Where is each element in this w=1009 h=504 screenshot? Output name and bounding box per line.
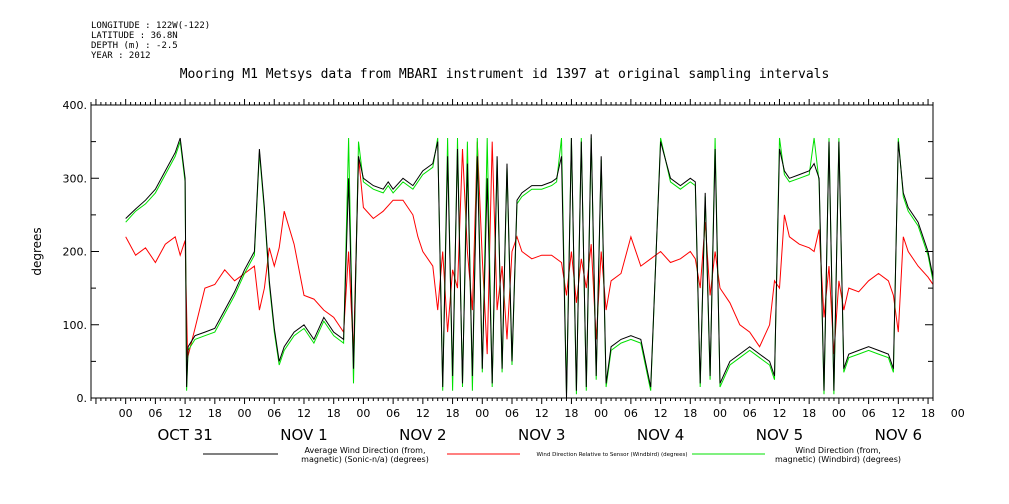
series-line-1 [125, 134, 933, 398]
x-tick-label: 18 [683, 407, 697, 420]
x-tick-label: 00 [475, 407, 489, 420]
x-tick-label: 06 [624, 407, 638, 420]
x-tick-label: 12 [772, 407, 786, 420]
x-tick-label: 00 [951, 407, 965, 420]
x-tick-label: 18 [921, 407, 935, 420]
x-tick-label: 06 [862, 407, 876, 420]
year-text: YEAR : 2012 [91, 51, 151, 61]
axis-layer: 0. 100. 200. 300. 400. degrees 00 06 12 18 00 06 12 1… [30, 99, 965, 444]
legend: Average Wind Direction (from,magnetic) (… [203, 446, 901, 464]
x-tick-label: 06 [743, 407, 757, 420]
depth-text: DEPTH (m) : -2.5 [91, 41, 178, 51]
x-day-label: NOV 1 [280, 426, 327, 444]
x-tick-label: 12 [891, 407, 905, 420]
x-tick-label: 00 [832, 407, 846, 420]
x-day-label: NOV 4 [637, 426, 684, 444]
x-tick-label: 06 [148, 407, 162, 420]
y-axis-label: degrees [30, 227, 44, 275]
x-tick-label: 18 [802, 407, 816, 420]
legend-label-3-line2: magnetic) (Windbird) (degrees) [775, 455, 901, 464]
x-tick-label: 00 [713, 407, 727, 420]
x-tick-label: 18 [446, 407, 460, 420]
x-tick-label: 12 [416, 407, 430, 420]
x-tick-label: 00 [119, 407, 133, 420]
x-day-label: OCT 31 [157, 426, 212, 444]
latitude-text: LATITUDE : 36.8N [91, 31, 178, 41]
x-tick-label: 00 [356, 407, 370, 420]
x-tick-label: 18 [564, 407, 578, 420]
series-line-3 [125, 137, 933, 395]
y-tick-label: 100. [63, 319, 88, 332]
x-tick-label: 12 [535, 407, 549, 420]
x-tick-label: 12 [654, 407, 668, 420]
legend-label-2: Wind Direction Relative to Sensor (Windb… [537, 452, 688, 458]
x-day-label: NOV 6 [875, 426, 922, 444]
x-day-label: NOV 3 [518, 426, 565, 444]
y-tick-label: 400. [63, 99, 88, 112]
x-tick-label: 00 [594, 407, 608, 420]
x-tick-label: 18 [208, 407, 222, 420]
legend-label-3: Wind Direction (from, [795, 446, 881, 455]
x-day-label: NOV 5 [756, 426, 803, 444]
x-day-label: NOV 2 [399, 426, 446, 444]
y-tick-label: 0. [77, 392, 88, 405]
x-tick-label: 18 [327, 407, 341, 420]
x-tick-label: 06 [386, 407, 400, 420]
x-tick-label: 06 [267, 407, 281, 420]
x-tick-label: 12 [178, 407, 192, 420]
metadata-block: LONGITUDE : 122W(-122) LATITUDE : 36.8N … [91, 21, 210, 61]
x-tick-label: 00 [238, 407, 252, 420]
y-tick-label: 200. [63, 246, 88, 259]
x-tick-label: 12 [297, 407, 311, 420]
x-tick-label: 06 [505, 407, 519, 420]
y-tick-label: 300. [63, 172, 88, 185]
longitude-text: LONGITUDE : 122W(-122) [91, 21, 211, 31]
series-layer [125, 134, 933, 398]
legend-label-1-line2: magnetic) (Sonic-n/a) (degrees) [301, 455, 429, 464]
legend-label-1: Average Wind Direction (from, [304, 446, 425, 455]
chart-title: Mooring M1 Metsys data from MBARI instru… [179, 67, 830, 82]
